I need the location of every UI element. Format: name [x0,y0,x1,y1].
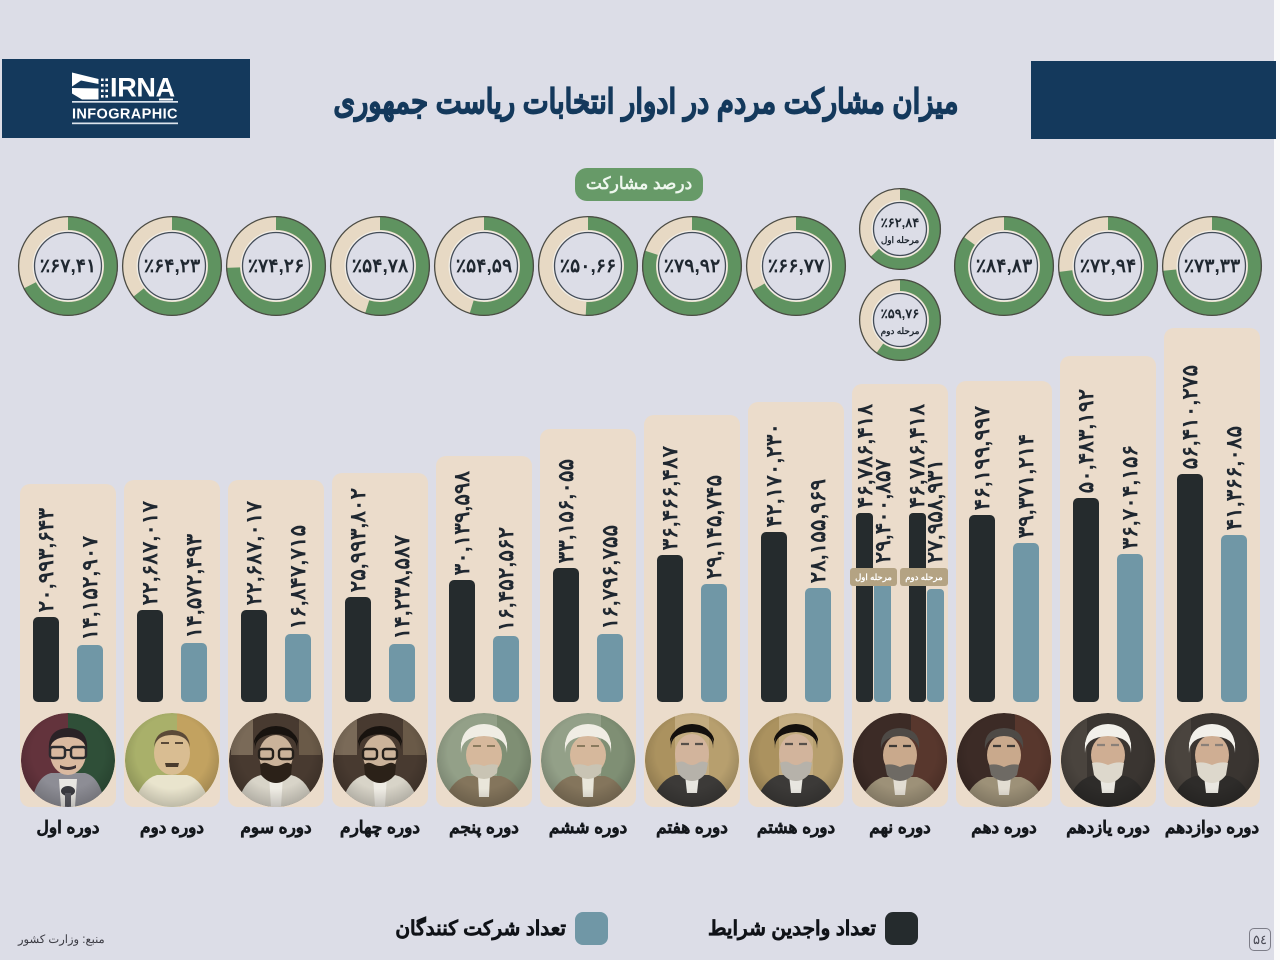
svg-text:INFOGRAPHIC: INFOGRAPHIC [72,107,178,123]
svg-text:٪۵۴,۵۹: ٪۵۴,۵۹ [456,256,512,277]
svg-text:مرحله دوم: مرحله دوم [881,326,920,337]
svg-text:٪۷۲,۹۴: ٪۷۲,۹۴ [1080,256,1136,277]
svg-text:٪۶۶,۷۷: ٪۶۶,۷۷ [768,256,825,277]
svg-text:٪۵۹,۷۶: ٪۵۹,۷۶ [881,306,920,321]
svg-text:٪۷۹,۹۲: ٪۷۹,۹۲ [664,256,720,277]
svg-text:٪۸۴,۸۳: ٪۸۴,۸۳ [976,256,1033,277]
svg-text:٪۵۴,۷۸: ٪۵۴,۷۸ [352,256,409,277]
svg-text:٪۷۳,۳۳: ٪۷۳,۳۳ [1184,256,1241,277]
svg-text:٪۶۷,۴۱: ٪۶۷,۴۱ [40,256,96,277]
svg-text:٪۷۴,۲۶: ٪۷۴,۲۶ [248,256,304,277]
svg-text:٪۶۲,۸۴: ٪۶۲,۸۴ [881,215,920,230]
svg-text:٪۶۴,۲۳: ٪۶۴,۲۳ [144,256,201,277]
svg-text:٪۵۰,۶۶: ٪۵۰,۶۶ [560,256,616,277]
svg-text:مرحله اول: مرحله اول [881,235,919,246]
svg-text:IRNA: IRNA [110,73,175,103]
